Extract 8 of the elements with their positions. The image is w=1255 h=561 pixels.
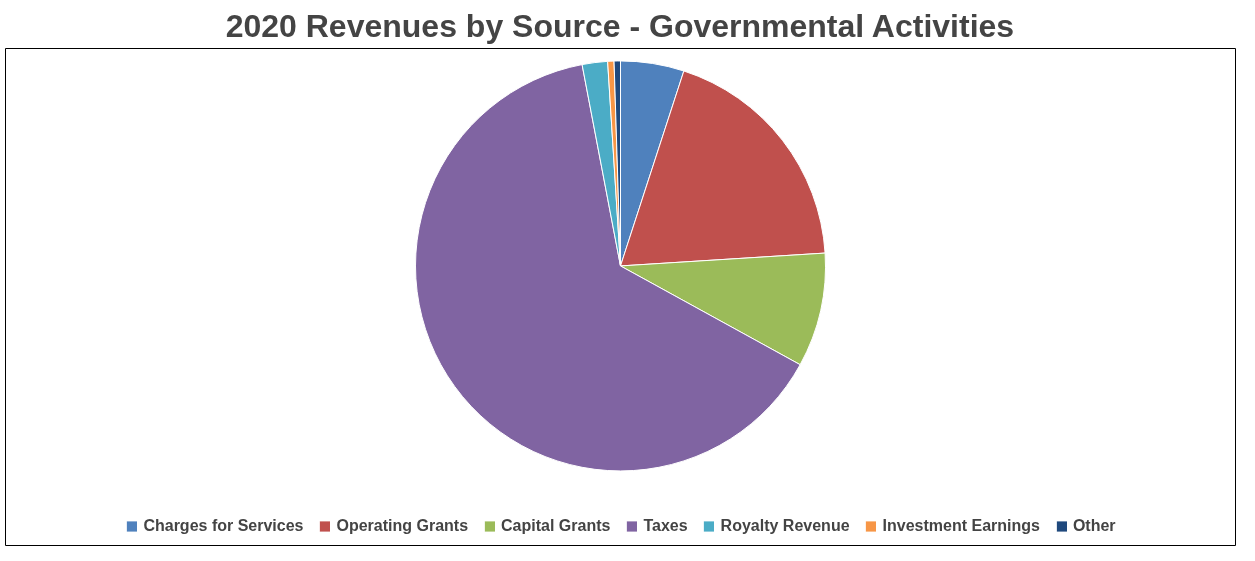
legend-label: Taxes xyxy=(643,517,688,535)
chart-title: 2020 Revenues by Source - Governmental Activities xyxy=(225,7,1015,44)
legend-label: Royalty Revenue xyxy=(720,517,850,535)
legend-label: Investment Earnings xyxy=(882,517,1040,535)
legend-label: Other xyxy=(1072,517,1116,535)
legend-label: Charges for Services xyxy=(143,517,304,535)
legend-label: Operating Grants xyxy=(336,517,469,535)
legend-label: Capital Grants xyxy=(501,517,611,535)
